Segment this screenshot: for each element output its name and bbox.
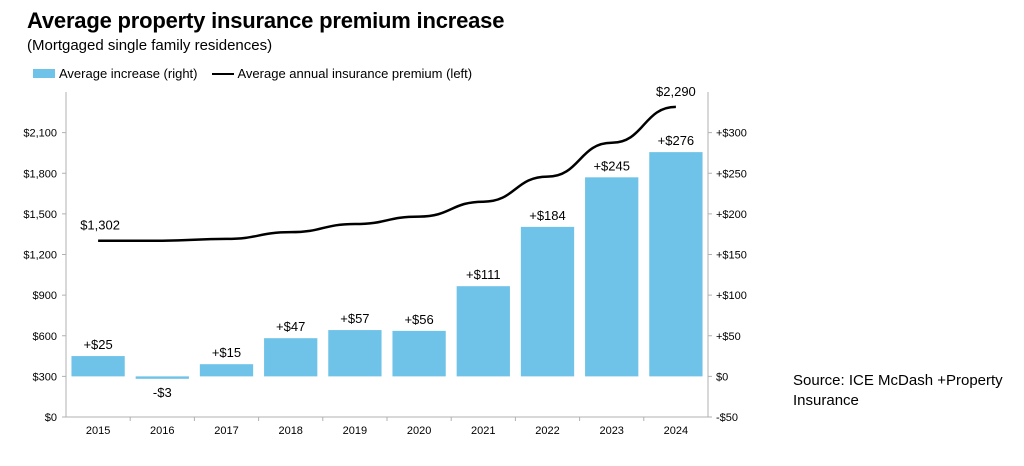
left-tick-label: $1,200	[23, 250, 57, 262]
bar	[264, 338, 318, 377]
chart-subtitle: (Mortgaged single family residences)	[27, 37, 273, 54]
bar-data-label: +$111	[466, 267, 501, 282]
bar-data-label: +$15	[212, 345, 241, 360]
x-tick-label: 2019	[343, 425, 367, 437]
left-tick-label: $900	[33, 290, 57, 302]
x-tick-label: 2016	[150, 425, 174, 437]
x-tick-label: 2024	[664, 425, 688, 437]
chart-legend: Average increase (right) Average annual …	[33, 66, 472, 81]
legend-label-line: Average annual insurance premium (left)	[237, 66, 473, 81]
bar-data-label: +$276	[658, 133, 695, 148]
right-tick-label: +$200	[716, 209, 747, 221]
x-tick-label: 2023	[599, 425, 623, 437]
bar	[585, 177, 639, 377]
legend-bar-swatch	[33, 69, 55, 78]
line-data-label: $2,290	[656, 84, 696, 99]
legend-label-bars: Average increase (right)	[59, 66, 198, 81]
right-tick-label: +$300	[716, 128, 747, 140]
x-tick-label: 2015	[86, 425, 110, 437]
bar-data-label: +$184	[529, 208, 566, 223]
bar	[71, 356, 125, 377]
right-tick-label: +$250	[716, 168, 747, 180]
left-tick-label: $2,100	[23, 128, 57, 140]
x-tick-label: 2022	[535, 425, 559, 437]
left-tick-label: $1,500	[23, 209, 57, 221]
x-tick-label: 2020	[407, 425, 431, 437]
left-tick-label: $300	[33, 371, 57, 383]
right-tick-label: +$50	[716, 331, 741, 343]
chart-title: Average property insurance premium incre…	[27, 8, 505, 33]
bar	[392, 330, 446, 377]
bar	[135, 376, 189, 379]
bar-data-label: +$47	[276, 319, 305, 334]
x-tick-label: 2018	[278, 425, 302, 437]
x-tick-label: 2021	[471, 425, 495, 437]
premium-line	[98, 105, 676, 242]
legend-line-swatch	[211, 72, 234, 75]
left-tick-label: $600	[33, 331, 57, 343]
left-tick-label: $0	[45, 412, 57, 424]
source-note: Source: ICE McDash +Property Insurance	[793, 372, 1003, 409]
left-tick-label: $1,800	[23, 168, 57, 180]
bar-data-label: +$245	[593, 158, 630, 173]
right-tick-label: +$150	[716, 250, 747, 262]
right-tick-label: $0	[716, 371, 728, 383]
right-tick-label: -$50	[716, 412, 738, 424]
bar	[456, 286, 510, 377]
bar	[199, 364, 254, 377]
bar	[649, 152, 703, 377]
bar	[520, 226, 575, 377]
bar-data-label: +$57	[340, 311, 369, 326]
bar	[328, 330, 382, 377]
right-tick-label: +$100	[716, 290, 747, 302]
line-data-label: $1,302	[80, 218, 120, 233]
bar-data-label: +$56	[404, 312, 433, 327]
bar-data-label: +$25	[83, 337, 112, 352]
bar-data-label: -$3	[153, 385, 172, 400]
x-tick-label: 2017	[214, 425, 238, 437]
chart-plot: $0 $300 $600 $900 $1,200 $1,500 $1,800 $2,100 -$…	[23, 84, 747, 437]
